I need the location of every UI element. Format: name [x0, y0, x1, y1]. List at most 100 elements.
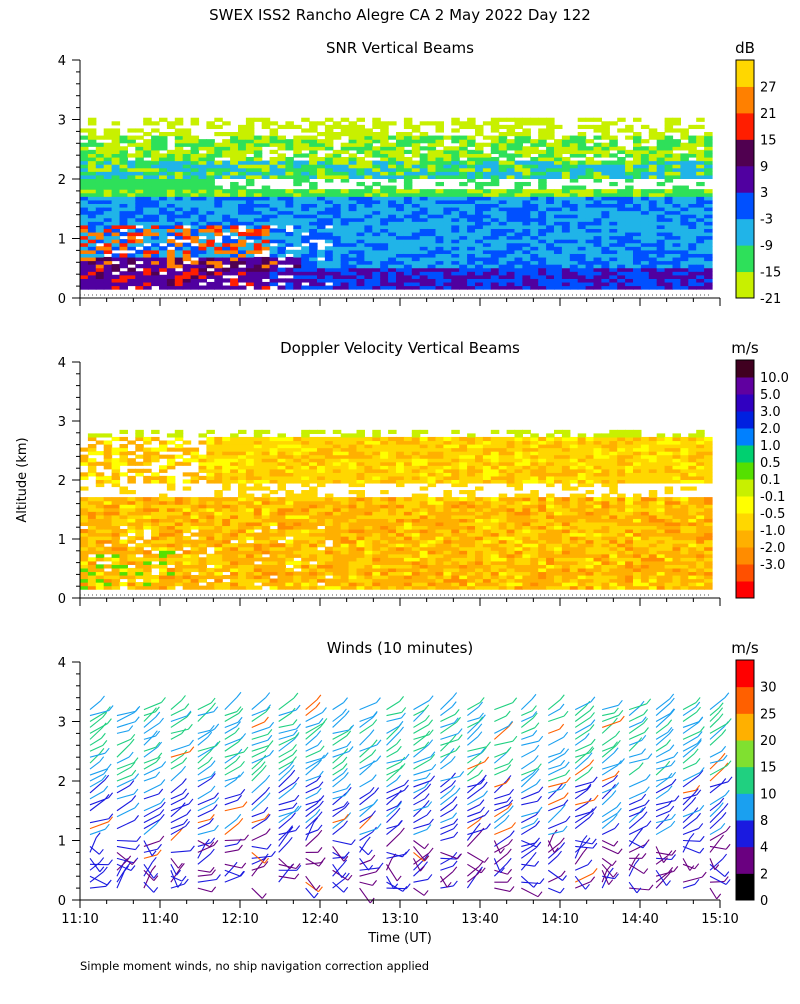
heatmap-cell: [80, 575, 89, 579]
heatmap-cell: [594, 264, 603, 268]
heatmap-cell: [657, 157, 666, 161]
heatmap-cell: [530, 207, 539, 211]
heatmap-cell: [238, 246, 247, 250]
heatmap-cell: [412, 207, 421, 211]
heatmap-cell: [317, 579, 326, 583]
heatmap-cell: [96, 533, 105, 537]
heatmap-cell: [325, 286, 334, 290]
heatmap-cell: [333, 455, 342, 459]
heatmap-cell: [191, 525, 200, 529]
heatmap-cell: [625, 211, 634, 215]
heatmap-cell: [112, 146, 121, 150]
heatmap-cell: [380, 150, 389, 154]
heatmap-cell: [270, 218, 279, 222]
heatmap-cell: [230, 264, 239, 268]
heatmap-cell: [333, 153, 342, 157]
heatmap-cell: [483, 246, 492, 250]
heatmap-cell: [546, 243, 555, 247]
heatmap-cell: [254, 511, 262, 515]
heatmap-cell: [262, 246, 271, 250]
heatmap-cell: [206, 448, 215, 452]
heatmap-cell: [293, 529, 302, 533]
heatmap-cell: [191, 228, 200, 232]
heatmap-cell: [143, 440, 152, 444]
heatmap-cell: [151, 437, 160, 441]
heatmap-cell: [609, 182, 618, 186]
heatmap-cell: [246, 462, 255, 466]
heatmap-cell: [491, 178, 500, 182]
heatmap-cell: [80, 164, 89, 168]
heatmap-cell: [112, 437, 121, 441]
heatmap-cell: [325, 472, 334, 476]
heatmap-cell: [515, 278, 524, 282]
heatmap-cell: [143, 132, 152, 136]
heatmap-cell: [127, 550, 135, 554]
heatmap-cell: [704, 282, 713, 286]
heatmap-cell: [199, 522, 208, 526]
heatmap-cell: [554, 257, 563, 261]
heatmap-cell: [80, 564, 89, 568]
heatmap-cell: [333, 508, 342, 512]
heatmap-cell: [617, 128, 626, 132]
heatmap-cell: [278, 575, 287, 579]
heatmap-cell: [301, 564, 310, 568]
heatmap-cell: [538, 182, 547, 186]
heatmap-cell: [570, 268, 579, 272]
heatmap-cell: [120, 462, 129, 466]
heatmap-cell: [357, 582, 366, 586]
heatmap-cell: [380, 504, 389, 508]
heatmap-cell: [325, 547, 334, 551]
heatmap-cell: [278, 253, 287, 257]
heatmap-cell: [246, 479, 255, 483]
heatmap-cell: [601, 257, 610, 261]
heatmap-cell: [704, 157, 713, 161]
heatmap-cell: [388, 243, 397, 247]
heatmap-cell: [594, 175, 603, 179]
heatmap-cell: [214, 518, 223, 522]
heatmap-cell: [230, 501, 239, 505]
heatmap-cell: [254, 193, 262, 197]
heatmap-cell: [388, 479, 397, 483]
heatmap-cell: [364, 444, 373, 448]
heatmap-cell: [301, 261, 310, 265]
heatmap-cell: [183, 161, 192, 165]
heatmap-cell: [112, 246, 121, 250]
heatmap-cell: [183, 564, 192, 568]
heatmap-cell: [222, 508, 231, 512]
heatmap-cell: [230, 479, 239, 483]
heatmap-cell: [325, 175, 334, 179]
heatmap-cell: [380, 268, 389, 272]
heatmap-cell: [680, 136, 689, 140]
heatmap-cell: [372, 271, 381, 275]
heatmap-cell: [586, 146, 595, 150]
heatmap-cell: [554, 246, 563, 250]
heatmap-cell: [546, 150, 555, 154]
heatmap-cell: [522, 282, 531, 286]
heatmap-cell: [151, 250, 160, 254]
heatmap-cell: [214, 508, 223, 512]
heatmap-cell: [96, 462, 105, 466]
heatmap-cell: [412, 440, 421, 444]
heatmap-cell: [309, 529, 318, 533]
heatmap-cell: [120, 243, 129, 247]
heatmap-cell: [293, 533, 302, 537]
heatmap-cell: [538, 118, 547, 122]
heatmap-cell: [206, 200, 215, 204]
heatmap-cell: [704, 196, 713, 200]
heatmap-cell: [199, 458, 208, 462]
heatmap-cell: [428, 189, 437, 193]
heatmap-cell: [309, 211, 318, 215]
heatmap-cell: [159, 561, 168, 565]
heatmap-cell: [349, 203, 358, 207]
heatmap-cell: [301, 161, 310, 165]
heatmap-cell: [388, 508, 397, 512]
heatmap-cell: [364, 153, 373, 157]
heatmap-cell: [127, 525, 135, 529]
heatmap-cell: [349, 261, 358, 265]
heatmap-cell: [443, 136, 452, 140]
heatmap-cell: [238, 543, 247, 547]
heatmap-cell: [112, 228, 121, 232]
heatmap-cell: [246, 582, 255, 586]
heatmap-cell: [688, 203, 697, 207]
heatmap-cell: [151, 225, 160, 229]
